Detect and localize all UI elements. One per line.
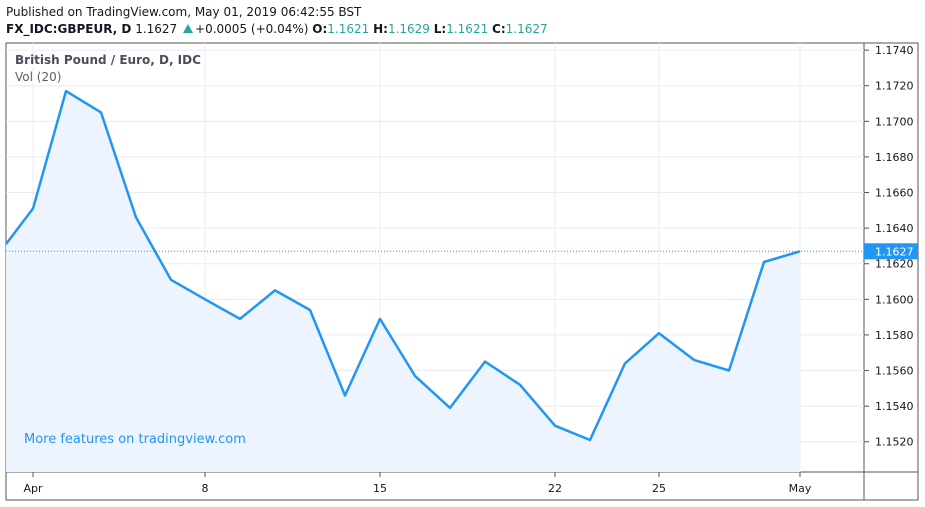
chart-legend-title: British Pound / Euro, D, IDC	[15, 53, 201, 67]
high-value: 1.1629	[387, 22, 430, 36]
x-tick-label: Apr	[23, 482, 43, 495]
series-area-fill	[6, 91, 800, 472]
promo-link[interactable]: More features on tradingview.com	[24, 432, 246, 447]
close-value: 1.1627	[505, 22, 548, 36]
symbol-quote-line: FX_IDC:GBPEUR, D 1.1627 +0.0005 (+0.04%)…	[6, 22, 548, 36]
volume-indicator-label: Vol (20)	[15, 70, 62, 84]
y-tick-label: 1.1540	[875, 400, 914, 413]
y-tick-label: 1.1740	[875, 44, 914, 57]
y-tick-label: 1.1680	[875, 151, 914, 164]
x-tick-label: 8	[202, 482, 209, 495]
x-tick-label: 15	[373, 482, 387, 495]
last-price: 1.1627	[135, 22, 178, 36]
last-price-label: 1.1627	[875, 245, 914, 258]
y-tick-label: 1.1580	[875, 329, 914, 342]
y-tick-label: 1.1720	[875, 80, 914, 93]
close-label: C:	[492, 22, 506, 36]
y-tick-label: 1.1640	[875, 222, 914, 235]
last-price-label-bg	[864, 243, 918, 260]
series-line	[5, 89, 801, 442]
x-tick-label: May	[789, 482, 812, 495]
high-label: H:	[373, 22, 388, 36]
y-tick-label: 1.1700	[875, 115, 914, 128]
open-value: 1.1621	[327, 22, 370, 36]
up-arrow-icon	[183, 24, 194, 33]
y-tick-label: 1.1520	[875, 436, 914, 449]
low-value: 1.1621	[446, 22, 489, 36]
x-tick-label: 25	[652, 482, 666, 495]
x-tick-label: 22	[548, 482, 562, 495]
low-label: L:	[433, 22, 447, 36]
y-tick-label: 1.1620	[875, 258, 914, 271]
y-tick-label: 1.1560	[875, 365, 914, 378]
published-note: Published on TradingView.com, May 01, 20…	[6, 5, 362, 19]
symbol-name: FX_IDC:GBPEUR, D	[6, 22, 132, 36]
y-tick-label: 1.1660	[875, 187, 914, 200]
price-change: +0.0005 (+0.04%)	[195, 22, 309, 36]
y-tick-label: 1.1600	[875, 293, 914, 306]
open-label: O:	[312, 22, 328, 36]
